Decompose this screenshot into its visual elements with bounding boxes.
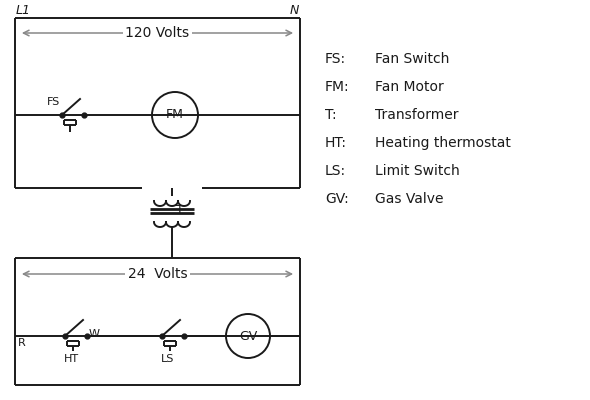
- Text: Limit Switch: Limit Switch: [375, 164, 460, 178]
- Text: Gas Valve: Gas Valve: [375, 192, 444, 206]
- Text: 24  Volts: 24 Volts: [127, 267, 187, 281]
- Text: FM: FM: [166, 108, 184, 122]
- Text: T:: T:: [325, 108, 337, 122]
- Text: 120 Volts: 120 Volts: [126, 26, 189, 40]
- Text: Fan Switch: Fan Switch: [375, 52, 450, 66]
- Text: LS: LS: [161, 354, 175, 364]
- Text: FM:: FM:: [325, 80, 350, 94]
- Text: HT: HT: [64, 354, 78, 364]
- Text: LS:: LS:: [325, 164, 346, 178]
- Text: FS:: FS:: [325, 52, 346, 66]
- Text: FS: FS: [47, 97, 60, 107]
- Text: T: T: [176, 204, 183, 218]
- Text: Fan Motor: Fan Motor: [375, 80, 444, 94]
- Text: N: N: [290, 4, 299, 17]
- Text: W: W: [89, 329, 100, 339]
- Text: HT:: HT:: [325, 136, 347, 150]
- Text: L1: L1: [16, 4, 31, 17]
- Text: GV:: GV:: [325, 192, 349, 206]
- Text: R: R: [18, 338, 26, 348]
- Text: GV: GV: [239, 330, 257, 342]
- Text: Heating thermostat: Heating thermostat: [375, 136, 511, 150]
- Text: Transformer: Transformer: [375, 108, 458, 122]
